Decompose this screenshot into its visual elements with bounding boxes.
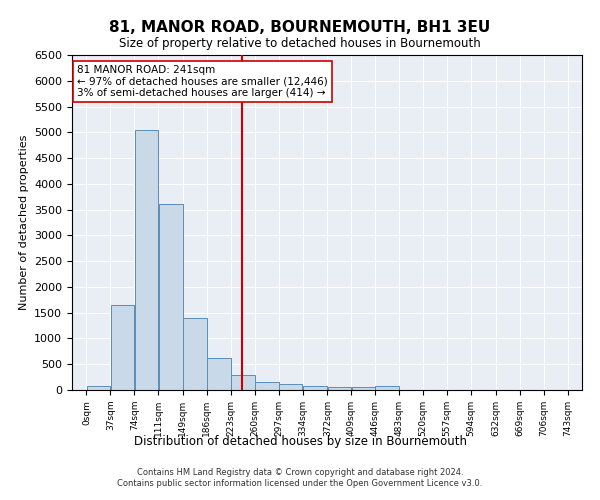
Text: Distribution of detached houses by size in Bournemouth: Distribution of detached houses by size … [133, 435, 467, 448]
Y-axis label: Number of detached properties: Number of detached properties [19, 135, 29, 310]
Bar [134, 130, 158, 390]
Bar [110, 305, 134, 390]
Bar [255, 382, 278, 390]
Text: 81 MANOR ROAD: 241sqm
← 97% of detached houses are smaller (12,446)
3% of semi-d: 81 MANOR ROAD: 241sqm ← 97% of detached … [77, 65, 328, 98]
Bar [158, 204, 182, 390]
Bar [303, 386, 327, 390]
Bar [207, 358, 230, 390]
Bar [352, 387, 375, 390]
Text: Contains HM Land Registry data © Crown copyright and database right 2024.
Contai: Contains HM Land Registry data © Crown c… [118, 468, 482, 487]
Bar [328, 387, 351, 390]
Bar [86, 386, 110, 390]
Bar [183, 318, 206, 390]
Text: Size of property relative to detached houses in Bournemouth: Size of property relative to detached ho… [119, 38, 481, 51]
Text: 81, MANOR ROAD, BOURNEMOUTH, BH1 3EU: 81, MANOR ROAD, BOURNEMOUTH, BH1 3EU [109, 20, 491, 35]
Bar [376, 386, 399, 390]
Bar [231, 374, 254, 390]
Bar [279, 384, 302, 390]
